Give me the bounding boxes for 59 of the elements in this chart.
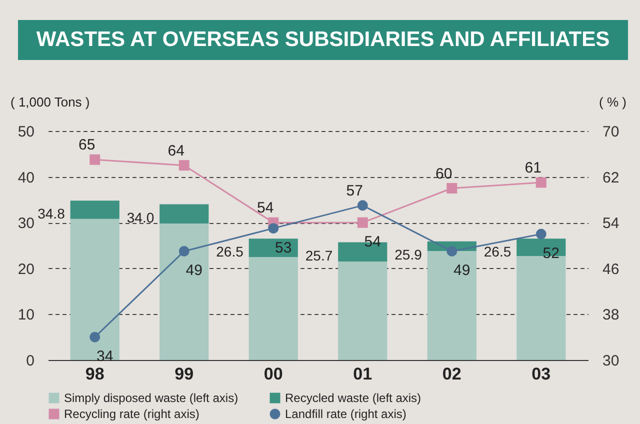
- data-label: 57: [346, 182, 363, 200]
- point: [90, 332, 100, 342]
- total-label: 26.5: [484, 244, 512, 260]
- total-label: 26.5: [216, 244, 244, 260]
- y2-tick-label: 46: [602, 260, 620, 278]
- bar: [160, 224, 209, 360]
- y-tick-label: 50: [18, 124, 34, 140]
- total-label: 25.9: [394, 246, 422, 262]
- data-label: 60: [436, 165, 452, 182]
- point: [90, 154, 100, 165]
- point: [178, 246, 190, 256]
- y2-tick-label: 70: [602, 124, 620, 140]
- y-tick-label: 30: [18, 215, 34, 232]
- point: [268, 223, 279, 234]
- y-axis-title: ( 1,000 Tons ): [10, 94, 90, 110]
- legend-label: Landfill rate (right axis): [285, 407, 406, 421]
- point: [178, 160, 190, 171]
- bar: [427, 250, 476, 360]
- bar: [160, 204, 209, 224]
- bar: [248, 256, 298, 360]
- bar: [338, 262, 388, 360]
- data-label: 49: [454, 262, 470, 280]
- legend-label: Simply disposed waste (left axis): [64, 391, 238, 405]
- point: [446, 246, 458, 256]
- y-tick-label: 0: [26, 352, 34, 370]
- data-label: 53: [275, 239, 292, 256]
- y-tick-label: 40: [18, 169, 34, 186]
- y-tick-label: 10: [18, 306, 34, 324]
- point: [446, 183, 458, 194]
- y2-tick-label: 38: [602, 306, 620, 324]
- data-label: 64: [168, 142, 184, 160]
- chart-title: WASTES AT OVERSEAS SUBSIDIARIES AND AFFILIATES: [18, 20, 628, 60]
- x-tick-label: 99: [174, 364, 194, 384]
- point: [536, 228, 546, 240]
- data-label: 54: [257, 200, 274, 217]
- y2-tick-label: 62: [602, 169, 620, 186]
- bar: [248, 238, 298, 257]
- total-label: 34.8: [38, 206, 66, 222]
- x-tick-label: 02: [442, 364, 462, 384]
- data-label: 61: [524, 160, 542, 177]
- point: [357, 217, 368, 228]
- data-label: 49: [186, 262, 202, 280]
- x-tick-label: 03: [532, 364, 551, 384]
- data-label: 65: [78, 136, 96, 154]
- total-label: 25.7: [305, 247, 333, 264]
- bar: [70, 218, 120, 360]
- x-tick-label: 98: [85, 364, 104, 384]
- y2-tick-label: 30: [602, 352, 620, 370]
- bar: [70, 200, 120, 219]
- legend-label: Recycling rate (right axis): [64, 407, 200, 421]
- x-tick-label: 00: [264, 364, 283, 384]
- y-tick-label: 20: [18, 260, 34, 278]
- total-label: 34.0: [126, 209, 154, 226]
- legend-label: Recycled waste (left axis): [285, 391, 422, 405]
- y2-axis-title: ( % ): [599, 94, 626, 110]
- y2-tick-label: 54: [602, 215, 620, 232]
- point: [536, 177, 546, 188]
- x-tick-label: 01: [353, 364, 372, 384]
- point: [357, 200, 368, 211]
